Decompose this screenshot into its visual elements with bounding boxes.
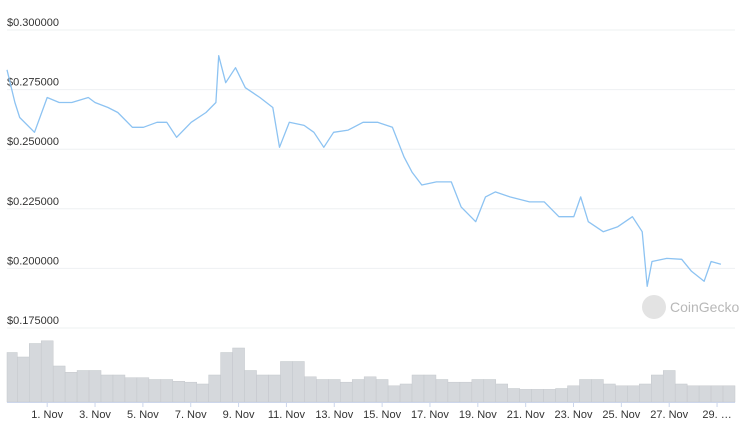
x-tick-label: 19. Nov <box>459 409 497 421</box>
watermark: CoinGecko <box>642 295 739 319</box>
volume-bar <box>112 374 126 403</box>
volume-bar <box>423 374 437 403</box>
x-tick-label: 1. Nov <box>31 409 63 421</box>
volume-bar <box>232 347 245 403</box>
volume-bar <box>184 381 197 403</box>
y-tick-label: $0.200000 <box>7 255 59 267</box>
volume-bar <box>76 370 90 403</box>
x-tick-label: 13. Nov <box>315 409 353 421</box>
volume-bar <box>208 374 221 403</box>
y-tick-label: $0.225000 <box>7 196 59 208</box>
volume-bar <box>579 379 592 403</box>
volume-bar <box>268 374 281 403</box>
volume-bar <box>627 385 640 403</box>
y-tick-label: $0.250000 <box>7 136 59 148</box>
x-tick-label: 25. Nov <box>602 409 640 421</box>
watermark-text: CoinGecko <box>670 299 739 315</box>
volume-bar <box>124 377 138 403</box>
volume-bar <box>387 385 401 403</box>
x-tick-label: 11. Nov <box>268 409 306 421</box>
y-tick-label: $0.300000 <box>7 17 59 29</box>
x-tick-label: 23. Nov <box>555 409 593 421</box>
volume-bar <box>40 340 54 403</box>
y-tick-label: $0.175000 <box>7 315 59 327</box>
volume-bar <box>698 385 712 403</box>
volume-bar <box>399 383 413 403</box>
volume-bar <box>136 377 150 403</box>
volume-bar <box>351 379 365 403</box>
x-tick-label: 7. Nov <box>175 409 207 421</box>
x-tick-label: 21. Nov <box>507 409 545 421</box>
volume-bar <box>483 379 497 403</box>
volume-bar <box>148 379 162 403</box>
x-tick-label: 5. Nov <box>127 409 159 421</box>
volume-bar <box>375 379 389 403</box>
volume-bar <box>256 374 269 403</box>
watermark-logo <box>642 295 666 319</box>
volume-bar <box>244 370 257 403</box>
volume-bar <box>495 383 508 403</box>
volume-bar <box>686 385 700 403</box>
volume-bar <box>471 379 485 403</box>
price-line <box>6 55 722 287</box>
volume-bar <box>674 383 688 403</box>
volume-bar <box>292 361 305 403</box>
x-tick-label: 17. Nov <box>411 409 449 421</box>
volume-bar <box>64 372 78 403</box>
x-tick-label: 15. Nov <box>363 409 401 421</box>
volume-bar <box>328 379 341 403</box>
y-tick-label: $0.275000 <box>7 77 59 89</box>
volume-bar <box>411 374 425 403</box>
x-tick-label: 29. … <box>702 409 731 421</box>
volume-bar <box>17 356 30 403</box>
volume-bar <box>710 385 724 403</box>
volume-bar <box>160 379 174 403</box>
volume-bar <box>459 381 473 403</box>
plot: $0.175000 $0.200000 $0.225000 $0.250000 $0.2… <box>6 17 736 421</box>
volume-bar <box>220 352 233 403</box>
volume-bar <box>639 383 652 403</box>
volume-bar <box>615 385 628 403</box>
volume-bar <box>591 379 604 403</box>
volume-bar <box>543 389 556 403</box>
volume-bar <box>88 370 102 403</box>
volume-bar <box>280 361 293 403</box>
volume-bar <box>52 365 66 403</box>
volume-bar <box>603 383 616 403</box>
volume-bar <box>363 376 377 403</box>
volume-bar <box>722 385 736 403</box>
volume-bar <box>340 381 353 403</box>
x-tick-label: 3. Nov <box>79 409 111 421</box>
volume-bar <box>304 376 317 403</box>
volume-bar <box>100 374 114 403</box>
volume-bar <box>555 388 568 403</box>
volume-bar <box>662 370 676 403</box>
volume-bar <box>435 379 449 403</box>
volume-bar <box>447 381 461 403</box>
volume-bar <box>172 381 186 403</box>
volume-bar <box>567 385 580 403</box>
volume-bar <box>519 389 532 403</box>
volume-bar <box>531 389 544 403</box>
volume-bar <box>28 343 42 403</box>
x-tick-label: 9. Nov <box>223 409 255 421</box>
volume-bar <box>651 374 664 403</box>
x-tick-label: 27. Nov <box>650 409 688 421</box>
volume-bar <box>6 352 18 403</box>
volume-bar <box>196 383 209 403</box>
volume-bar <box>316 379 329 403</box>
volume-bar <box>507 388 520 403</box>
